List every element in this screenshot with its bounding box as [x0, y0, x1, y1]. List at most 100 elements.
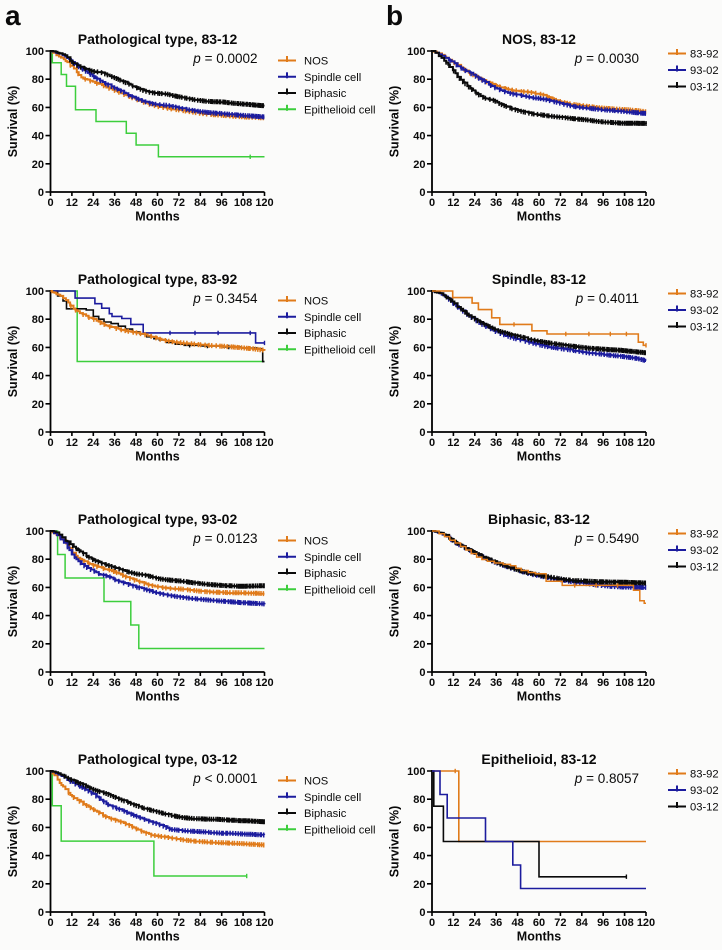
- svg-text:0: 0: [429, 677, 435, 689]
- svg-text:84: 84: [576, 677, 589, 689]
- svg-text:20: 20: [32, 639, 44, 651]
- svg-text:72: 72: [173, 917, 185, 929]
- svg-text:40: 40: [413, 611, 425, 623]
- svg-text:120: 120: [255, 437, 273, 449]
- svg-text:48: 48: [130, 197, 142, 209]
- svg-text:60: 60: [413, 102, 425, 114]
- svg-text:p = 0.0030: p = 0.0030: [574, 51, 639, 66]
- svg-text:0: 0: [38, 667, 44, 679]
- svg-text:0: 0: [419, 667, 425, 679]
- svg-text:03-12: 03-12: [690, 322, 719, 334]
- svg-text:83-92: 83-92: [690, 529, 719, 541]
- svg-text:12: 12: [447, 677, 459, 689]
- svg-text:72: 72: [173, 677, 185, 689]
- svg-text:60: 60: [533, 197, 545, 209]
- svg-text:100: 100: [407, 766, 425, 778]
- svg-text:60: 60: [151, 917, 163, 929]
- svg-text:24: 24: [87, 437, 100, 449]
- svg-text:60: 60: [413, 582, 425, 594]
- svg-text:83-92: 83-92: [690, 289, 719, 301]
- svg-text:108: 108: [615, 197, 633, 209]
- svg-text:96: 96: [597, 677, 609, 689]
- svg-text:84: 84: [194, 437, 207, 449]
- svg-text:Months: Months: [517, 689, 561, 703]
- svg-text:60: 60: [32, 342, 44, 354]
- svg-text:12: 12: [66, 437, 78, 449]
- svg-text:Pathological type, 93-02: Pathological type, 93-02: [78, 511, 238, 527]
- svg-text:Epithelioid cell: Epithelioid cell: [304, 824, 376, 836]
- svg-text:36: 36: [490, 677, 502, 689]
- svg-text:03-12: 03-12: [690, 562, 719, 574]
- svg-text:80: 80: [32, 794, 44, 806]
- svg-text:36: 36: [109, 437, 121, 449]
- svg-text:108: 108: [615, 917, 633, 929]
- svg-text:40: 40: [413, 851, 425, 863]
- svg-text:Biphasic: Biphasic: [304, 328, 347, 340]
- svg-text:Pathological type, 03-12: Pathological type, 03-12: [78, 751, 238, 767]
- svg-text:60: 60: [413, 342, 425, 354]
- svg-text:60: 60: [533, 917, 545, 929]
- svg-text:108: 108: [615, 437, 633, 449]
- svg-text:48: 48: [511, 677, 523, 689]
- svg-text:120: 120: [255, 197, 273, 209]
- svg-text:93-02: 93-02: [690, 65, 719, 77]
- svg-text:100: 100: [26, 526, 44, 538]
- svg-text:48: 48: [511, 437, 523, 449]
- svg-text:12: 12: [66, 917, 78, 929]
- svg-text:0: 0: [419, 427, 425, 439]
- svg-text:93-02: 93-02: [690, 545, 719, 557]
- svg-text:96: 96: [597, 437, 609, 449]
- svg-text:24: 24: [87, 917, 100, 929]
- svg-text:40: 40: [413, 131, 425, 143]
- svg-text:20: 20: [32, 159, 44, 171]
- svg-text:100: 100: [407, 286, 425, 298]
- svg-text:96: 96: [597, 197, 609, 209]
- svg-text:120: 120: [255, 677, 273, 689]
- svg-text:Survival (%): Survival (%): [388, 86, 402, 158]
- svg-text:NOS, 83-12: NOS, 83-12: [502, 31, 576, 47]
- svg-text:48: 48: [130, 437, 142, 449]
- svg-text:0: 0: [419, 907, 425, 919]
- svg-text:60: 60: [413, 822, 425, 834]
- svg-text:96: 96: [216, 197, 228, 209]
- svg-text:36: 36: [109, 677, 121, 689]
- svg-text:12: 12: [66, 677, 78, 689]
- svg-text:72: 72: [554, 917, 566, 929]
- svg-text:72: 72: [554, 677, 566, 689]
- svg-text:96: 96: [216, 437, 228, 449]
- svg-text:Epithelioid, 83-12: Epithelioid, 83-12: [481, 751, 596, 767]
- svg-text:100: 100: [26, 766, 44, 778]
- svg-text:0: 0: [38, 427, 44, 439]
- svg-text:20: 20: [413, 159, 425, 171]
- svg-text:Survival (%): Survival (%): [388, 326, 402, 398]
- svg-text:Months: Months: [135, 929, 179, 943]
- svg-text:108: 108: [234, 677, 252, 689]
- svg-text:24: 24: [87, 197, 100, 209]
- svg-text:60: 60: [151, 197, 163, 209]
- svg-text:Survival (%): Survival (%): [388, 566, 402, 638]
- svg-text:Months: Months: [517, 449, 561, 463]
- svg-text:48: 48: [511, 917, 523, 929]
- svg-text:Spindle cell: Spindle cell: [304, 72, 361, 84]
- svg-text:108: 108: [234, 197, 252, 209]
- svg-text:60: 60: [151, 677, 163, 689]
- svg-text:Epithelioid cell: Epithelioid cell: [304, 104, 376, 116]
- svg-text:80: 80: [32, 314, 44, 326]
- svg-text:84: 84: [576, 437, 589, 449]
- svg-text:96: 96: [216, 917, 228, 929]
- svg-text:40: 40: [413, 371, 425, 383]
- svg-text:Months: Months: [135, 689, 179, 703]
- svg-text:p = 0.0002: p = 0.0002: [192, 51, 257, 66]
- svg-text:Survival (%): Survival (%): [388, 806, 402, 878]
- svg-text:Biphasic, 83-12: Biphasic, 83-12: [488, 511, 590, 527]
- svg-text:84: 84: [576, 917, 589, 929]
- svg-text:20: 20: [413, 879, 425, 891]
- svg-text:108: 108: [615, 677, 633, 689]
- svg-text:Epithelioid cell: Epithelioid cell: [304, 584, 376, 596]
- svg-text:03-12: 03-12: [690, 802, 719, 814]
- svg-text:80: 80: [413, 794, 425, 806]
- svg-text:80: 80: [413, 314, 425, 326]
- svg-text:40: 40: [32, 851, 44, 863]
- svg-text:Biphasic: Biphasic: [304, 808, 347, 820]
- svg-text:100: 100: [26, 286, 44, 298]
